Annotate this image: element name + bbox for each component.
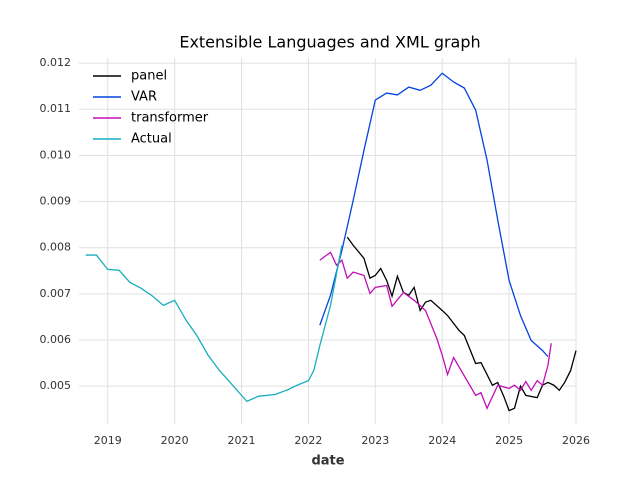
x-tick-label: 2024 (428, 434, 456, 447)
series-line (319, 251, 552, 410)
x-tick-label: 2021 (228, 434, 256, 447)
chart-title: Extensible Languages and XML graph (179, 33, 480, 52)
legend-label: transformer (131, 111, 209, 126)
x-tick-label: 2026 (562, 434, 590, 447)
legend-label: VAR (131, 90, 157, 105)
x-axis-label: date (311, 454, 344, 469)
y-tick-label: 0.005 (40, 379, 72, 392)
y-tick-label: 0.009 (40, 195, 72, 208)
series-line (85, 245, 343, 403)
x-tick-label: 2022 (294, 434, 322, 447)
y-tick-label: 0.008 (40, 241, 72, 254)
x-tick-label: 2020 (161, 434, 189, 447)
x-tick-label: 2025 (495, 434, 523, 447)
series-line (319, 72, 549, 358)
x-tick-label: 2019 (94, 434, 122, 447)
y-tick-label: 0.007 (40, 287, 72, 300)
legend-label: panel (131, 69, 167, 84)
y-tick-label: 0.006 (40, 333, 72, 346)
y-tick-label: 0.011 (40, 102, 72, 115)
series-line (346, 236, 577, 412)
x-tick-label: 2023 (361, 434, 389, 447)
y-tick-label: 0.010 (40, 148, 72, 161)
legend-label: Actual (131, 132, 172, 147)
y-tick-label: 0.012 (40, 56, 72, 69)
